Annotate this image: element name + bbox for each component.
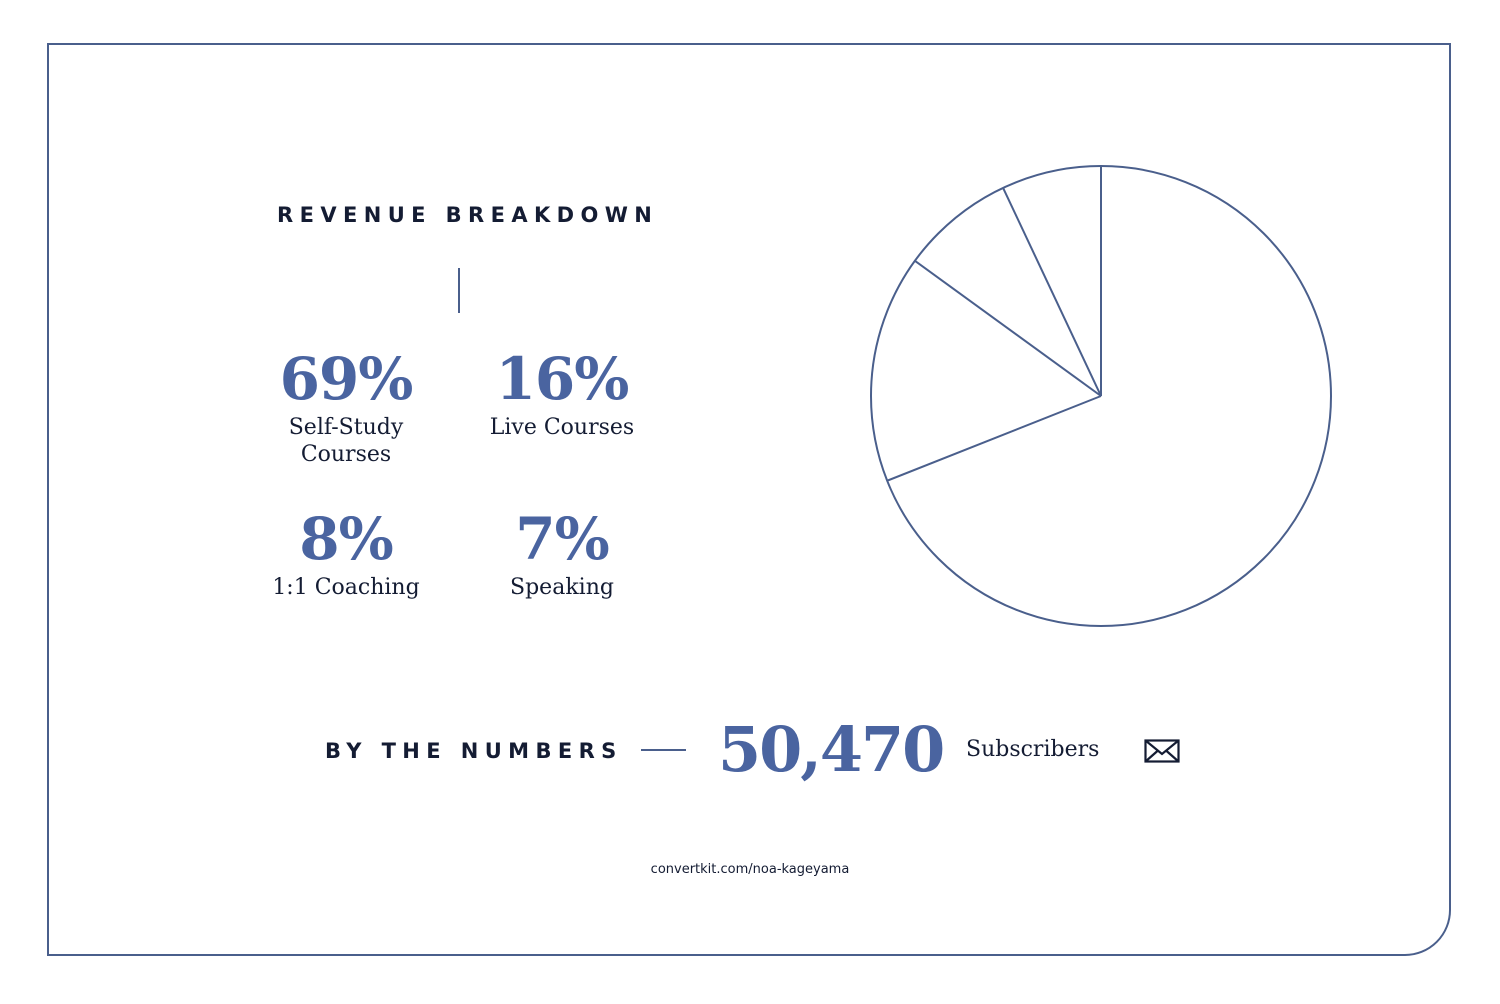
stat-label-line2: Courses bbox=[300, 442, 392, 467]
by-the-numbers-heading: BY THE NUMBERS bbox=[325, 739, 623, 763]
revenue-breakdown-heading: REVENUE BREAKDOWN bbox=[277, 203, 659, 227]
pie-slice-divider bbox=[1002, 187, 1102, 397]
revenue-pie-chart bbox=[870, 165, 1332, 627]
stat-label: Speaking bbox=[510, 575, 614, 600]
stat-self-study: 69% Self-Study Courses bbox=[236, 348, 456, 468]
stat-label: 1:1 Coaching bbox=[272, 575, 420, 600]
pie-slice-divider bbox=[914, 259, 1102, 397]
stat-live-courses: 16% Live Courses bbox=[452, 348, 672, 441]
stat-value: 7% bbox=[515, 505, 609, 573]
stat-value: 16% bbox=[495, 345, 630, 413]
stat-value: 69% bbox=[279, 345, 414, 413]
stat-value: 8% bbox=[299, 505, 393, 573]
card-frame bbox=[47, 43, 1451, 956]
stat-label: Self-Study bbox=[288, 415, 404, 440]
divider-line bbox=[458, 268, 460, 313]
dash-separator bbox=[641, 749, 686, 751]
stat-speaking: 7% Speaking bbox=[452, 508, 672, 601]
stat-coaching: 8% 1:1 Coaching bbox=[236, 508, 456, 601]
subscribers-label: Subscribers bbox=[966, 737, 1100, 762]
envelope-icon bbox=[1144, 739, 1180, 763]
subscriber-count: 50,470 bbox=[718, 713, 945, 786]
pie-slice-divider bbox=[886, 395, 1102, 482]
footer-url: convertkit.com/noa-kageyama bbox=[650, 862, 850, 877]
stat-label: Live Courses bbox=[489, 415, 635, 440]
